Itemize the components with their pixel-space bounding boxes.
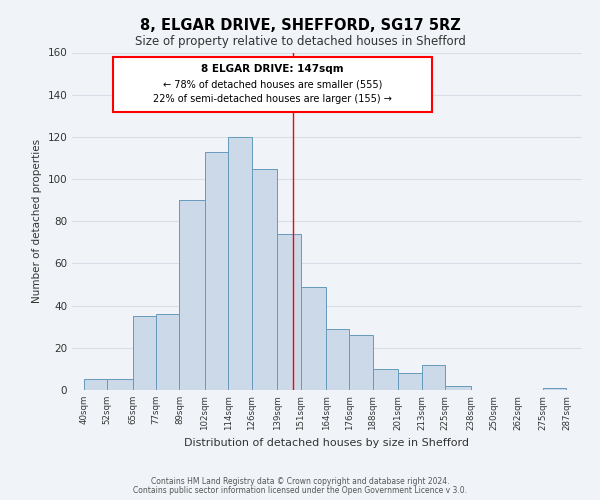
Y-axis label: Number of detached properties: Number of detached properties (32, 139, 42, 304)
Bar (133, 316, 156, 390)
Bar (84, 380, 107, 390)
Text: 22% of semi-detached houses are larger (155) →: 22% of semi-detached houses are larger (… (153, 94, 392, 104)
Bar (445, 386, 470, 390)
Bar (373, 369, 398, 390)
Text: Size of property relative to detached houses in Shefford: Size of property relative to detached ho… (134, 35, 466, 48)
Bar (349, 335, 373, 390)
Bar (277, 234, 301, 390)
Bar (398, 373, 422, 390)
Text: 8 ELGAR DRIVE: 147sqm: 8 ELGAR DRIVE: 147sqm (201, 64, 344, 74)
Bar (107, 380, 133, 390)
Bar (543, 388, 566, 390)
Text: Contains HM Land Registry data © Crown copyright and database right 2024.: Contains HM Land Registry data © Crown c… (151, 477, 449, 486)
Bar (205, 152, 229, 390)
Bar (229, 137, 252, 390)
FancyBboxPatch shape (113, 56, 431, 112)
Bar (326, 329, 349, 390)
Text: 8, ELGAR DRIVE, SHEFFORD, SG17 5RZ: 8, ELGAR DRIVE, SHEFFORD, SG17 5RZ (140, 18, 460, 32)
Text: ← 78% of detached houses are smaller (555): ← 78% of detached houses are smaller (55… (163, 79, 382, 89)
X-axis label: Distribution of detached houses by size in Shefford: Distribution of detached houses by size … (185, 438, 470, 448)
Bar (422, 364, 445, 390)
Bar (179, 200, 205, 390)
Bar (301, 286, 326, 390)
Bar (156, 314, 179, 390)
Text: Contains public sector information licensed under the Open Government Licence v : Contains public sector information licen… (133, 486, 467, 495)
Bar (252, 168, 277, 390)
